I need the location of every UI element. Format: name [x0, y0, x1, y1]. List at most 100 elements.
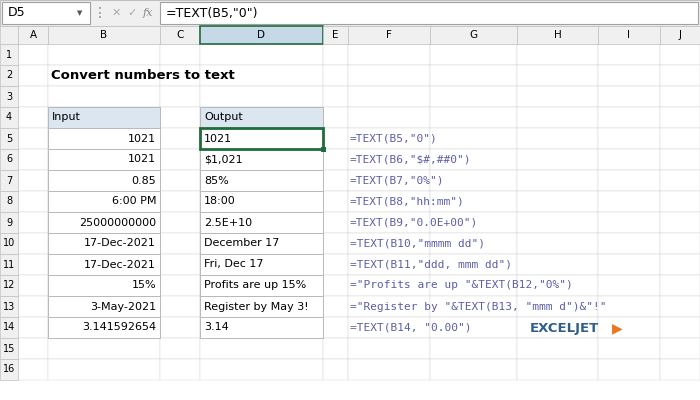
Bar [18, 26, 48, 44]
Bar [160, 275, 200, 296]
Text: =TEXT(B6,"$#,##0"): =TEXT(B6,"$#,##0") [350, 154, 472, 164]
Bar [660, 44, 700, 65]
Text: 3.14: 3.14 [204, 322, 229, 332]
Bar [660, 191, 700, 212]
Bar [348, 254, 430, 275]
Bar [430, 65, 517, 86]
Bar [598, 275, 660, 296]
Text: 1021: 1021 [128, 134, 156, 144]
Bar [660, 170, 700, 191]
Text: 14: 14 [3, 322, 15, 332]
Bar [348, 359, 430, 380]
Bar [0, 317, 18, 338]
Bar [18, 233, 48, 254]
Bar [200, 317, 323, 338]
Bar [160, 65, 200, 86]
Text: ▼: ▼ [77, 10, 83, 16]
Bar [348, 128, 430, 149]
Bar [348, 233, 430, 254]
Bar [0, 254, 18, 275]
Bar [660, 128, 700, 149]
Bar [48, 296, 160, 317]
Bar [517, 128, 598, 149]
Bar [48, 296, 160, 317]
Bar [0, 275, 18, 296]
Bar [48, 107, 160, 128]
Text: ="Profits are up "&TEXT(B12,"0%"): ="Profits are up "&TEXT(B12,"0%") [350, 280, 573, 290]
Text: Fri, Dec 17: Fri, Dec 17 [204, 260, 263, 270]
Bar [323, 254, 348, 275]
Bar [200, 233, 323, 254]
Bar [348, 149, 430, 170]
Text: E: E [332, 30, 339, 40]
Bar [348, 170, 430, 191]
Text: 1021: 1021 [204, 134, 232, 144]
Bar [18, 44, 48, 65]
Text: 5: 5 [6, 134, 12, 144]
Bar [0, 128, 18, 149]
Bar [323, 65, 348, 86]
Bar [48, 170, 160, 191]
Bar [430, 149, 517, 170]
Bar [18, 296, 48, 317]
Bar [323, 338, 348, 359]
Bar [430, 26, 517, 44]
Bar [598, 359, 660, 380]
Text: 3: 3 [6, 92, 12, 102]
Bar [517, 359, 598, 380]
Bar [660, 26, 700, 44]
Bar [200, 128, 323, 149]
Bar [348, 26, 430, 44]
Bar [517, 149, 598, 170]
Bar [160, 107, 200, 128]
Bar [0, 149, 18, 170]
Bar [430, 359, 517, 380]
Bar [200, 212, 323, 233]
Bar [200, 128, 323, 149]
Bar [48, 212, 160, 233]
Bar [660, 107, 700, 128]
Bar [18, 65, 48, 86]
Bar [598, 44, 660, 65]
Bar [18, 191, 48, 212]
Bar [348, 191, 430, 212]
Bar [0, 191, 18, 212]
Text: C: C [176, 30, 183, 40]
Text: =TEXT(B8,"hh:mm"): =TEXT(B8,"hh:mm") [350, 196, 465, 206]
Bar [517, 296, 598, 317]
Bar [323, 275, 348, 296]
Bar [200, 44, 323, 65]
Bar [598, 317, 660, 338]
Text: Register by May 3!: Register by May 3! [204, 302, 309, 312]
Bar [430, 317, 517, 338]
Bar [0, 86, 18, 107]
Bar [48, 275, 160, 296]
Bar [517, 191, 598, 212]
Bar [0, 233, 18, 254]
Text: ✓: ✓ [127, 8, 136, 18]
Bar [323, 149, 348, 170]
Bar [660, 338, 700, 359]
Bar [48, 233, 160, 254]
Bar [323, 44, 348, 65]
Bar [18, 170, 48, 191]
Bar [160, 191, 200, 212]
Text: J: J [678, 30, 682, 40]
Bar [430, 191, 517, 212]
Bar [323, 191, 348, 212]
Bar [660, 149, 700, 170]
Bar [598, 338, 660, 359]
Bar [598, 107, 660, 128]
Text: 0.85: 0.85 [132, 176, 156, 186]
Text: 12: 12 [3, 280, 15, 290]
Bar [517, 275, 598, 296]
Text: Profits are up 15%: Profits are up 15% [204, 280, 307, 290]
Text: F: F [386, 30, 392, 40]
Text: ⋮: ⋮ [93, 6, 107, 20]
Text: 7: 7 [6, 176, 12, 186]
Bar [200, 296, 323, 317]
Text: =TEXT(B7,"0%"): =TEXT(B7,"0%") [350, 176, 444, 186]
Bar [323, 296, 348, 317]
Bar [430, 212, 517, 233]
Bar [48, 128, 160, 149]
